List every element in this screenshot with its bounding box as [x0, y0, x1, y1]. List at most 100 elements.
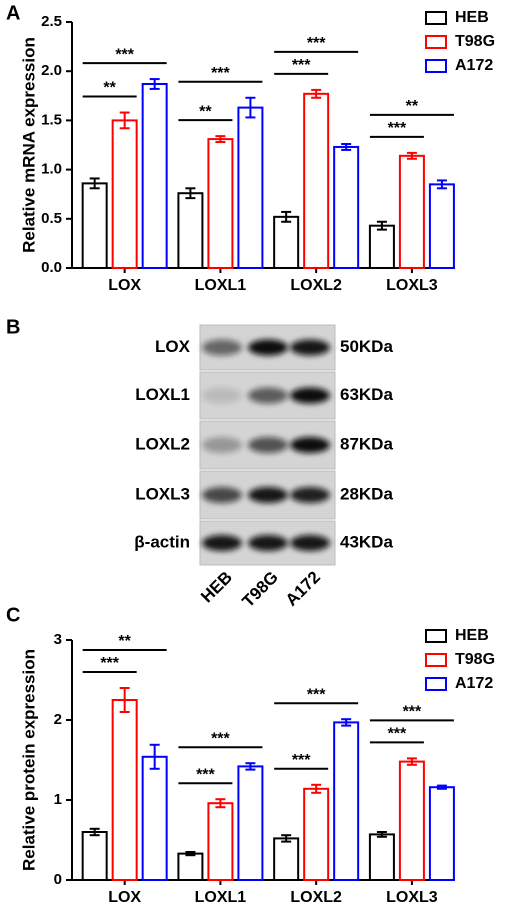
blot-lane-label: A172: [282, 568, 324, 610]
significance-label: **: [118, 633, 131, 650]
blot-size-label: 63KDa: [340, 385, 393, 404]
error-bar: [281, 834, 292, 843]
y-tick-label: 2.0: [41, 62, 62, 79]
panel-letter: A: [6, 2, 20, 24]
y-tick-label: 0: [54, 871, 62, 888]
x-tick-label: LOXL3: [386, 889, 438, 906]
error-bar: [89, 177, 100, 190]
x-tick-label: LOXL1: [195, 889, 247, 906]
blot-row-label: LOXL2: [135, 434, 190, 453]
y-tick-label: 2: [54, 711, 62, 728]
error-bar: [341, 718, 352, 727]
x-tick-label: LOXL2: [290, 277, 342, 294]
legend-label: T98G: [455, 33, 495, 50]
error-bar: [406, 757, 417, 766]
error-bar: [119, 111, 130, 130]
bar: [333, 721, 360, 882]
y-tick-label: 3: [54, 631, 62, 648]
error-bar: [341, 143, 352, 151]
blot-size-label: 87KDa: [340, 434, 393, 453]
significance-label: ***: [115, 46, 134, 63]
significance-label: **: [199, 103, 212, 120]
bar: [237, 765, 264, 882]
y-axis-title: Relative mRNA expression: [19, 37, 38, 253]
blot-band: [202, 535, 242, 551]
blot-band: [202, 339, 242, 356]
error-bar: [376, 220, 387, 231]
blot-row-label: LOXL3: [135, 484, 190, 503]
legend-label: A172: [455, 675, 493, 692]
blot-band: [290, 437, 330, 453]
blot-row-label: LOX: [155, 337, 191, 356]
error-bar: [436, 784, 447, 790]
bar: [273, 837, 300, 882]
blot-band: [290, 387, 330, 404]
error-bar: [311, 783, 322, 794]
bar: [81, 831, 108, 881]
legend-label: A172: [455, 57, 493, 74]
y-tick-label: 2.5: [41, 13, 62, 30]
error-bar: [215, 798, 226, 809]
significance-label: ***: [292, 57, 311, 74]
bar: [303, 92, 330, 269]
error-bar: [281, 210, 292, 223]
blot-size-label: 50KDa: [340, 337, 393, 356]
legend-swatch: [425, 35, 447, 49]
significance-label: ***: [211, 65, 230, 82]
blot-band: [290, 487, 330, 503]
bar: [398, 154, 425, 270]
significance-label: **: [406, 98, 419, 115]
error-bar: [436, 179, 447, 190]
significance-label: **: [103, 80, 116, 97]
blot-size-label: 28KDa: [340, 484, 393, 503]
blot-row-label: β-actin: [134, 532, 190, 551]
bar: [177, 192, 204, 269]
bar: [81, 182, 108, 270]
x-tick-label: LOX: [108, 889, 141, 906]
legend-label: T98G: [455, 651, 495, 668]
x-tick-label: LOXL2: [290, 889, 342, 906]
blot-band: [248, 339, 288, 356]
error-bar: [245, 96, 256, 119]
significance-label: ***: [100, 655, 119, 672]
significance-label: ***: [307, 35, 326, 52]
y-tick-label: 1.0: [41, 161, 62, 178]
legend-swatch: [425, 59, 447, 73]
significance-label: ***: [292, 752, 311, 769]
bar: [141, 82, 168, 269]
blot-band: [248, 387, 288, 404]
blot-band: [202, 487, 242, 503]
bar: [177, 852, 204, 881]
bar: [303, 787, 330, 881]
blot-lane-label: HEB: [197, 568, 236, 607]
error-bar: [185, 187, 196, 200]
y-tick-label: 0.0: [41, 259, 62, 276]
blot-band: [202, 437, 242, 453]
bar: [207, 802, 234, 882]
bar: [428, 183, 455, 269]
significance-label: ***: [196, 766, 215, 783]
error-bar: [311, 88, 322, 99]
error-bar: [215, 135, 226, 144]
bar: [237, 106, 264, 269]
blot-band: [290, 535, 330, 551]
significance-label: ***: [388, 120, 407, 137]
significance-label: ***: [388, 726, 407, 743]
blot-band: [248, 535, 288, 551]
x-tick-label: LOXL3: [386, 277, 438, 294]
bar: [333, 145, 360, 269]
blot-row-label: LOXL1: [135, 385, 190, 404]
legend-swatch: [425, 11, 447, 25]
bar: [368, 224, 395, 270]
x-tick-label: LOXL1: [195, 277, 247, 294]
legend-swatch: [425, 629, 447, 643]
bar: [141, 755, 168, 881]
blot-band: [248, 487, 288, 503]
x-tick-label: LOX: [108, 277, 141, 294]
y-tick-label: 1.5: [41, 111, 62, 128]
error-bar: [376, 831, 387, 838]
y-axis-title: Relative protein expression: [19, 649, 38, 871]
legend-label: HEB: [455, 627, 489, 644]
panel-letter: C: [6, 604, 20, 626]
